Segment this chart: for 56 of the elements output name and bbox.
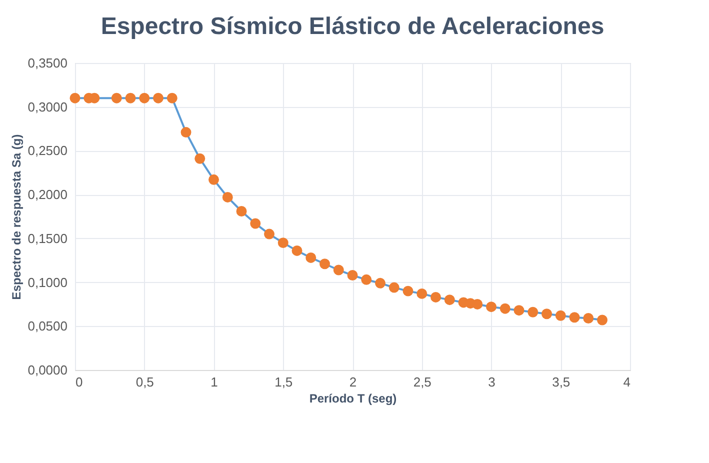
x-tick-label: 4 [623,374,630,390]
point [416,288,428,299]
point [542,308,552,320]
point [125,92,136,104]
y-tick-label: 0,0500 [28,318,68,334]
point [597,314,608,326]
y-axis-title: Espectro de respuesta Sa (g) [10,134,24,300]
point [111,92,122,104]
point [444,294,455,306]
point [347,270,358,280]
y-tick-label: 0,3500 [28,56,68,70]
point [500,303,510,314]
point [153,92,164,104]
x-tick-label: 2 [349,374,357,390]
point [166,92,178,104]
point [222,192,233,202]
point [278,238,288,248]
point [514,305,524,316]
point [583,313,594,324]
point [486,302,496,312]
x-tick-label: 0,5 [136,374,154,390]
point [569,312,580,323]
point [264,228,274,240]
point [70,92,80,104]
point [208,174,219,185]
point [361,274,372,285]
y-tick-label: 0,2000 [28,187,68,202]
point [528,306,538,318]
point [320,258,330,270]
x-tick-label: 3 [488,374,496,390]
y-tick-label: 0,3000 [28,99,68,114]
point [180,127,192,138]
point [139,92,150,104]
y-tick-label: 0,2500 [28,143,68,158]
point [194,153,206,164]
x-tick-label: 1,5 [274,374,293,390]
point [430,292,441,302]
point [306,252,316,263]
point [375,278,386,288]
x-tick-label: 2,5 [413,374,432,390]
x-tick-label: 3,5 [552,374,570,390]
point [236,206,247,216]
point [402,286,414,296]
y-tick-label: 0,1500 [28,230,68,246]
point [472,298,483,310]
y-tick-label: 0,0000 [28,362,68,378]
x-axis-title: Período T (seg) [309,392,397,406]
point [250,218,261,229]
point [555,310,566,321]
x-tick-label: 0 [76,374,83,390]
chart-title: Espectro Sísmico Elástico de Aceleraciones [100,13,604,40]
point [292,245,302,256]
y-tick-label: 0,1000 [28,274,68,290]
point [388,282,400,293]
point [333,264,344,276]
x-tick-label: 1 [210,374,218,390]
